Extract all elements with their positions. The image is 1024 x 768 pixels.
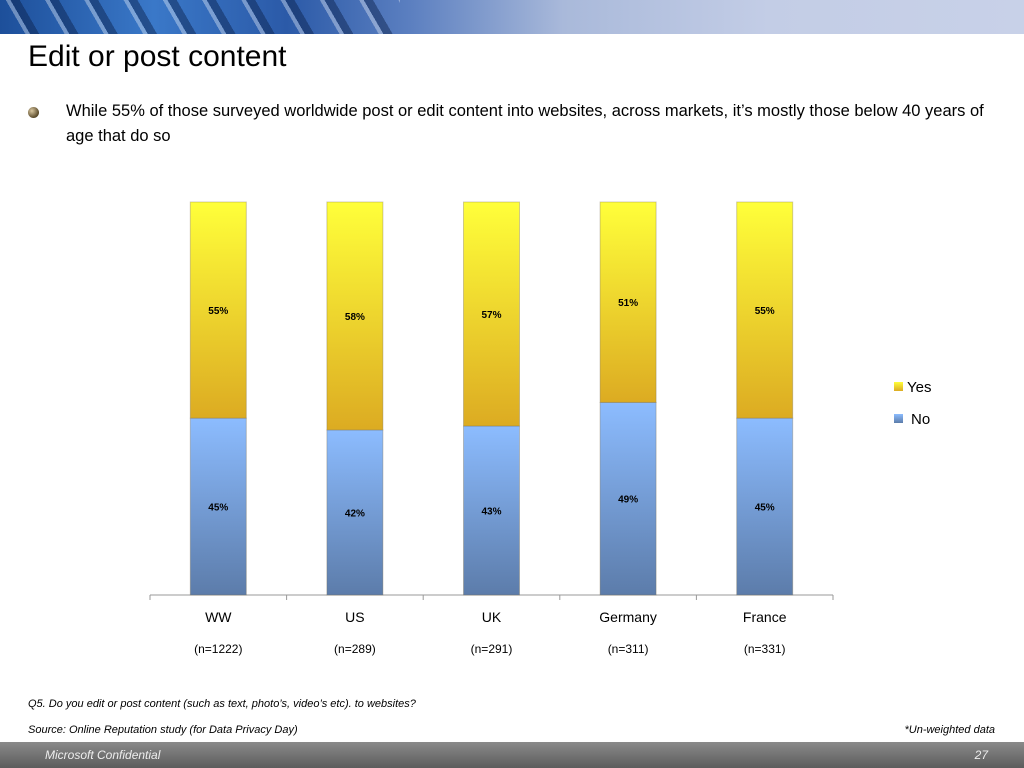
data-label: 58% — [345, 312, 365, 323]
category-label: US — [345, 609, 364, 625]
data-label: 55% — [208, 306, 228, 317]
data-label: 42% — [345, 508, 365, 519]
legend-swatch-no — [894, 414, 903, 423]
footer-bar: Microsoft Confidential 27 — [0, 742, 1024, 768]
category-label: UK — [482, 609, 502, 625]
stacked-bar-chart: 45% 55% WW (n=1222) 42% 58% US (n=289) 43% 57% UK (… — [149, 201, 931, 656]
confidential-label: Microsoft Confidential — [45, 748, 161, 762]
bar-yes — [189, 201, 247, 419]
bullet-icon — [28, 107, 39, 118]
category-label: Germany — [599, 609, 657, 625]
unweighted-note: *Un-weighted data — [904, 724, 995, 736]
data-label: 49% — [618, 495, 638, 506]
bar-no — [599, 401, 657, 596]
data-label: 45% — [208, 503, 228, 514]
bar-no — [736, 417, 794, 596]
sample-size-label: (n=1222) — [194, 642, 242, 656]
data-label: 55% — [755, 306, 775, 317]
source-note: Source: Online Reputation study (for Dat… — [28, 724, 298, 736]
bar-no — [326, 429, 384, 596]
data-label: 43% — [481, 507, 501, 518]
legend-label-yes: Yes — [907, 379, 931, 396]
category-label: WW — [205, 609, 232, 625]
bullet-text: While 55% of those surveyed worldwide po… — [66, 102, 984, 145]
page-number: 27 — [974, 748, 988, 762]
legend-swatch-yes — [894, 382, 903, 391]
bar-yes — [599, 201, 657, 403]
data-label: 51% — [618, 298, 638, 309]
legend-label-no: No — [911, 411, 930, 428]
sample-size-label: (n=289) — [334, 642, 376, 656]
header-banner — [0, 0, 1024, 34]
sample-size-label: (n=331) — [744, 642, 786, 656]
data-label: 57% — [481, 310, 501, 321]
data-label: 45% — [755, 503, 775, 514]
slide-title: Edit or post content — [28, 40, 287, 73]
bar-no — [189, 417, 247, 596]
sample-size-label: (n=311) — [608, 642, 649, 656]
sample-size-label: (n=291) — [471, 642, 513, 656]
bar-yes — [463, 201, 520, 427]
bar-yes — [326, 201, 384, 431]
question-note: Q5. Do you edit or post content (such as… — [28, 698, 416, 710]
category-label: France — [743, 609, 787, 625]
bar-yes — [736, 201, 794, 419]
